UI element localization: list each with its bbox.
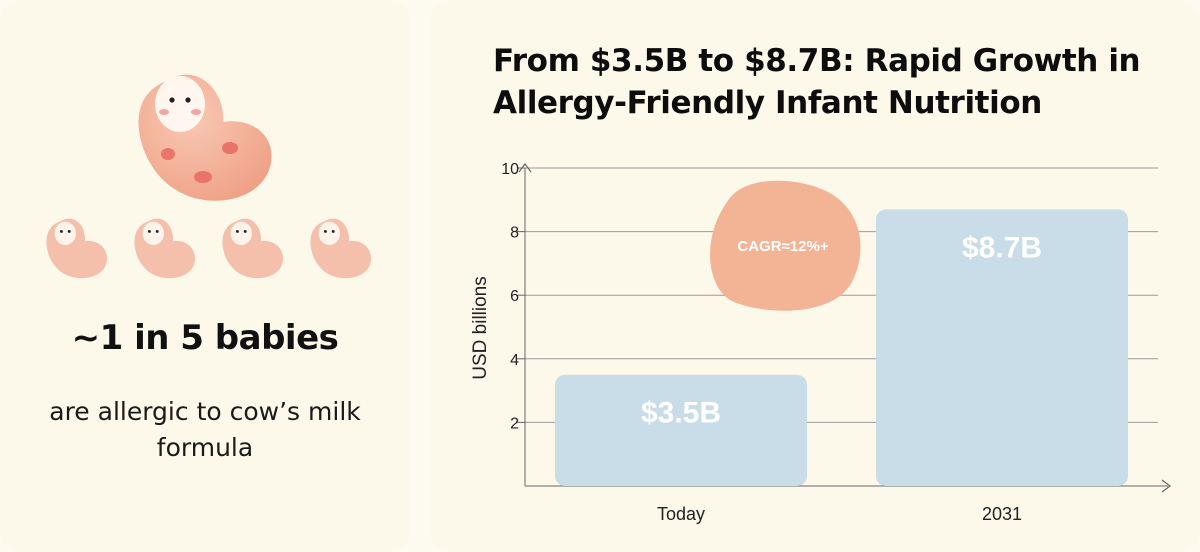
y-tick-label: 10 — [501, 161, 519, 178]
x-axis-arrow — [1161, 479, 1171, 493]
bar — [876, 209, 1128, 486]
stat-headline: ~1 in 5 babies — [71, 318, 339, 358]
stat-subtext: are allergic to cow’s milk formula — [49, 397, 361, 462]
y-axis-label: USD billions — [470, 276, 491, 379]
x-category-label: 2031 — [982, 504, 1022, 524]
cagr-annotation: CAGR≈12%+ — [710, 180, 861, 311]
chart-title: From $3.5B to $8.7B: Rapid Growth in All… — [493, 43, 1141, 121]
y-axis-arrow — [518, 163, 532, 173]
baby-icon — [310, 218, 371, 279]
baby-icon — [46, 218, 107, 279]
bar-data-label: $8.7B — [962, 231, 1042, 264]
bar-data-label: $3.5B — [641, 397, 721, 430]
bar — [555, 374, 807, 486]
y-tick-label: 8 — [510, 225, 519, 242]
y-tick-label: 4 — [510, 352, 519, 369]
cagr-blob — [710, 180, 861, 311]
baby-illustration — [138, 74, 272, 201]
cagr-label: CAGR≈12%+ — [737, 238, 828, 255]
baby-icon — [222, 218, 283, 279]
y-tick-label: 6 — [510, 288, 519, 305]
y-tick-label: 2 — [510, 415, 519, 432]
x-category-label: Today — [657, 504, 705, 524]
baby-icon — [134, 218, 195, 279]
